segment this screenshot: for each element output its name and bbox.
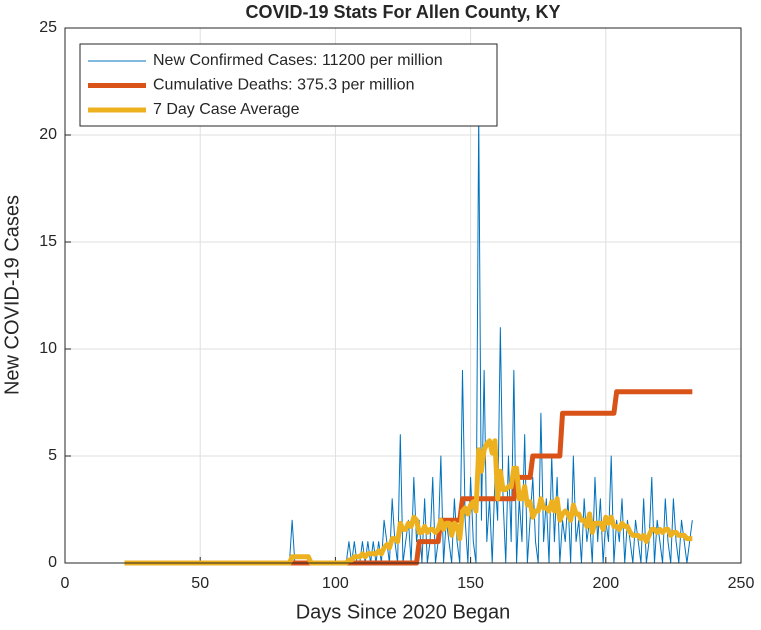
y-axis-label: New COVID-19 Cases: [1, 195, 23, 395]
axes-box: [64, 27, 742, 564]
y-tick-label: 15: [39, 233, 57, 250]
x-tick-label: 200: [592, 575, 619, 592]
chart-title: COVID-19 Stats For Allen County, KY: [245, 2, 560, 22]
y-tick-label: 20: [39, 126, 57, 143]
x-tick-label: 250: [728, 575, 755, 592]
x-tick-label: 100: [322, 575, 349, 592]
x-tick-label: 150: [457, 575, 484, 592]
x-axis-label: Days Since 2020 Began: [296, 601, 511, 623]
y-tick-label: 5: [48, 447, 57, 464]
legend-label: New Confirmed Cases: 11200 per million: [153, 52, 443, 69]
y-tick-label: 0: [48, 554, 57, 571]
x-tick-label: 50: [191, 575, 209, 592]
y-tick-label: 25: [39, 19, 57, 36]
x-tick-label: 0: [61, 575, 70, 592]
legend: New Confirmed Cases: 11200 per million Cu…: [79, 43, 498, 127]
legend-label: 7 Day Case Average: [153, 101, 300, 118]
legend-box: [79, 43, 498, 127]
legend-label: Cumulative Deaths: 375.3 per million: [153, 77, 414, 94]
y-tick-label: 10: [39, 340, 57, 357]
